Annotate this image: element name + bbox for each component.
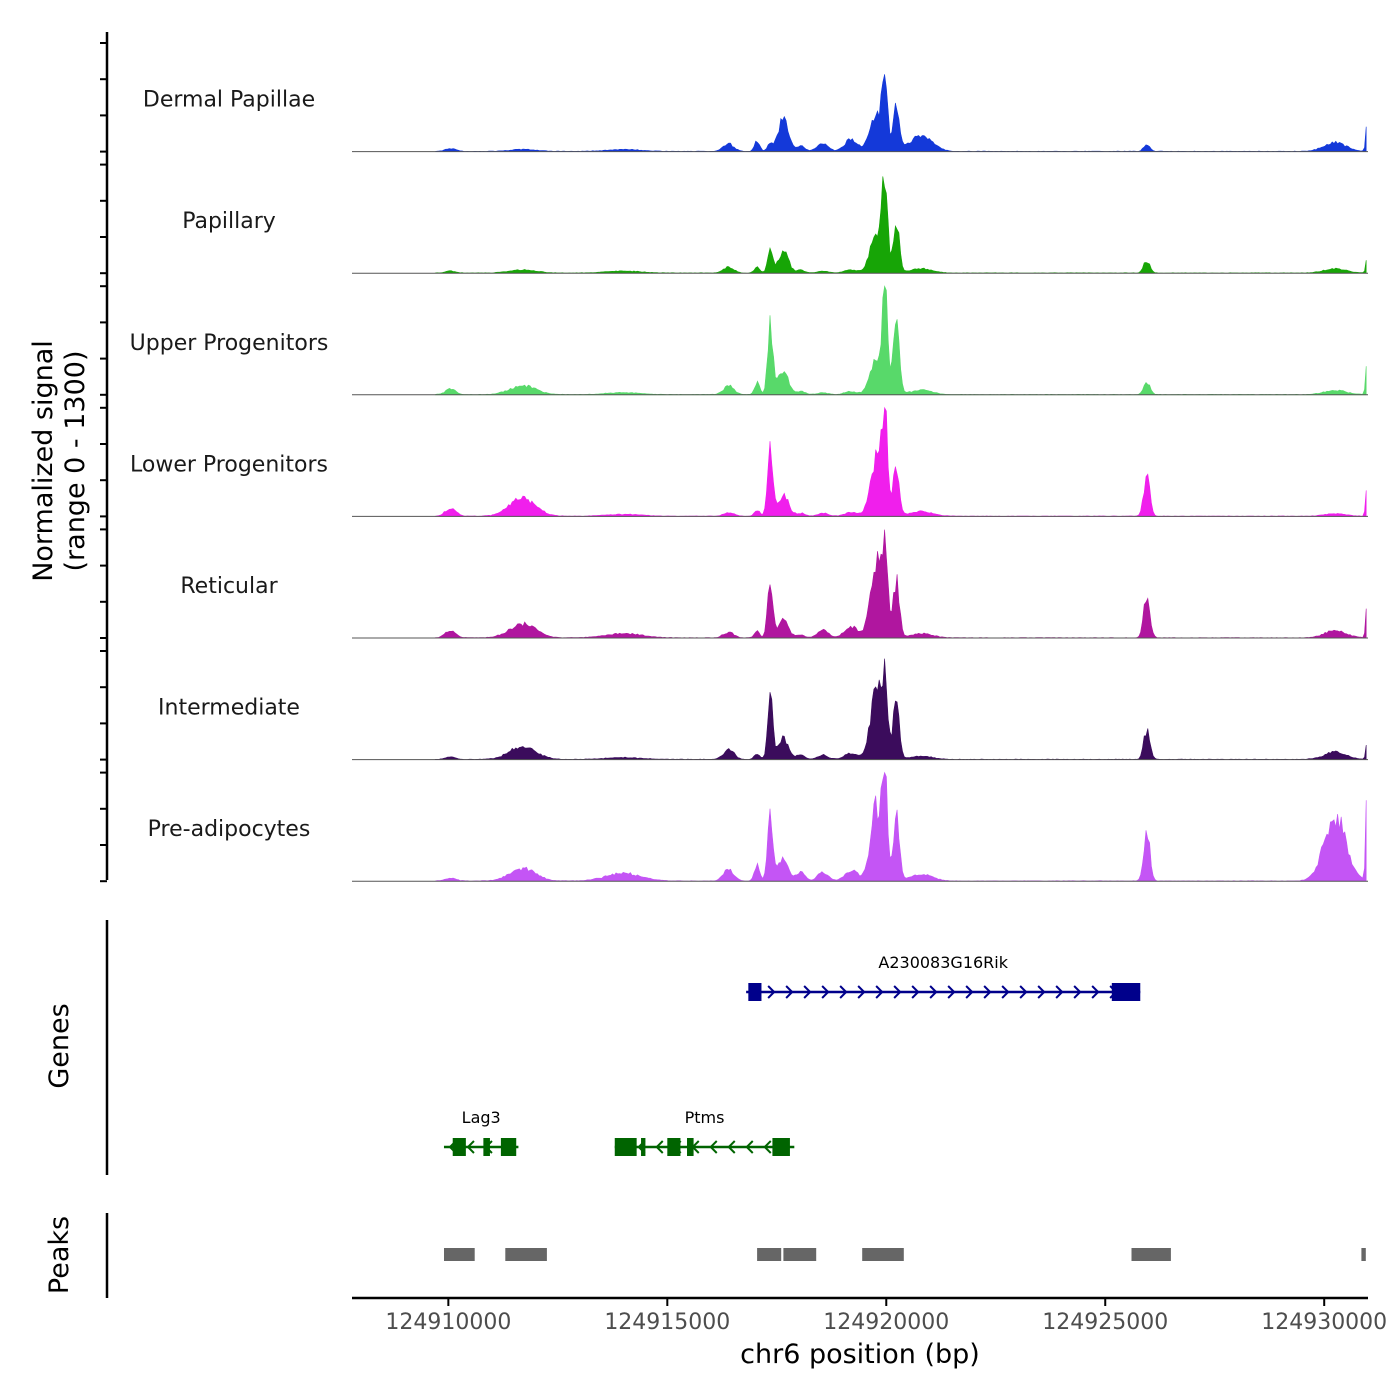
x-tick-label: 124910000 — [385, 1310, 511, 1335]
exon-lag3 — [452, 1138, 466, 1156]
x-tick-label: 124915000 — [604, 1310, 730, 1335]
strand-arrow — [965, 985, 974, 999]
track-label-pre-adipocytes: Pre-adipocytes — [148, 817, 311, 842]
gene-label-lag3: Lag3 — [462, 1108, 501, 1127]
coverage-area-dermal-papillae — [435, 74, 1367, 152]
peak-region — [862, 1248, 904, 1261]
strand-arrow — [1037, 985, 1046, 999]
track-label-papillary: Papillary — [182, 209, 276, 234]
strand-arrow — [1055, 985, 1064, 999]
strand-arrow — [839, 985, 848, 999]
strand-arrow — [893, 985, 902, 999]
strand-arrow — [875, 985, 884, 999]
strand-arrow — [763, 1140, 772, 1154]
strand-arrow — [803, 985, 812, 999]
exon-a230083g16rik — [748, 983, 762, 1001]
exon-ptms — [614, 1138, 637, 1156]
peak-region — [444, 1248, 475, 1261]
exon-ptms — [667, 1138, 681, 1156]
peak-region — [1361, 1248, 1366, 1261]
peak-region — [757, 1248, 782, 1261]
coverage-y-title: Normalized signal — [28, 340, 59, 582]
strand-arrow — [466, 1140, 475, 1154]
exon-ptms — [772, 1138, 790, 1156]
gene-ptms: Ptms — [614, 1108, 795, 1156]
strand-arrow — [785, 985, 794, 999]
exon-ptms — [687, 1138, 694, 1156]
strand-arrow — [745, 1140, 754, 1154]
strand-arrow — [947, 985, 956, 999]
coverage-y-title-range: (range 0 - 1300) — [60, 351, 91, 572]
gene-lag3: Lag3 — [443, 1108, 519, 1156]
exon-lag3 — [500, 1138, 517, 1156]
coverage-y-ticks — [100, 42, 107, 883]
x-tick-label: 124925000 — [1042, 1310, 1168, 1335]
strand-arrow — [1019, 985, 1028, 999]
strand-arrow — [1001, 985, 1010, 999]
strand-arrow — [929, 985, 938, 999]
coverage-tracks: Dermal Papillae Papillary Upper Progenitor… — [130, 74, 1368, 882]
track-pre-adipocytes: Pre-adipocytes — [148, 771, 1368, 882]
genes-panel-title: Genes — [44, 1003, 75, 1088]
track-upper-progenitors: Upper Progenitors — [130, 285, 1368, 396]
track-papillary: Papillary — [182, 176, 1368, 274]
x-axis-title: chr6 position (bp) — [740, 1339, 980, 1370]
coverage-area-pre-adipocytes — [434, 771, 1367, 882]
strand-arrow — [983, 985, 992, 999]
exon-a230083g16rik — [1111, 983, 1141, 1001]
strand-arrow — [821, 985, 830, 999]
strand-arrow — [655, 1140, 664, 1154]
peak-region — [1131, 1248, 1171, 1261]
coverage-area-lower-progenitors — [434, 406, 1367, 517]
coverage-area-papillary — [434, 176, 1367, 274]
strand-arrow — [727, 1140, 736, 1154]
gene-a230083g16rik: A230083G16Rik — [746, 953, 1141, 1001]
track-intermediate: Intermediate — [158, 658, 1368, 761]
x-tick-label: 124930000 — [1261, 1310, 1387, 1335]
gene-annotations: A230083G16Rik Lag3 Ptms — [443, 953, 1141, 1156]
exon-lag3 — [483, 1138, 490, 1156]
strand-arrow — [709, 1140, 718, 1154]
track-reticular: Reticular — [180, 529, 1368, 639]
track-label-lower-progenitors: Lower Progenitors — [130, 452, 328, 477]
track-label-dermal-papillae: Dermal Papillae — [143, 88, 315, 113]
strand-arrow — [911, 985, 920, 999]
coverage-area-intermediate — [434, 658, 1367, 760]
strand-arrow — [767, 985, 776, 999]
gene-label-ptms: Ptms — [685, 1108, 725, 1127]
exon-ptms — [641, 1138, 646, 1156]
coverage-area-upper-progenitors — [434, 285, 1367, 396]
strand-arrow — [857, 985, 866, 999]
strand-arrow — [1091, 985, 1100, 999]
coverage-area-reticular — [434, 529, 1367, 639]
track-label-intermediate: Intermediate — [158, 696, 300, 721]
peak-regions — [444, 1248, 1366, 1261]
track-dermal-papillae: Dermal Papillae — [143, 74, 1368, 153]
peak-region — [783, 1248, 817, 1261]
track-label-reticular: Reticular — [180, 574, 278, 599]
peak-region — [505, 1248, 547, 1261]
track-label-upper-progenitors: Upper Progenitors — [130, 331, 329, 356]
gene-label-a230083g16rik: A230083G16Rik — [878, 953, 1008, 972]
x-tick-label: 124920000 — [823, 1310, 949, 1335]
x-axis-ticks: 124910000 124915000 124920000 124925000 1249… — [385, 1298, 1387, 1335]
track-lower-progenitors: Lower Progenitors — [130, 406, 1368, 517]
strand-arrow — [1073, 985, 1082, 999]
peaks-panel-title: Peaks — [44, 1216, 75, 1294]
